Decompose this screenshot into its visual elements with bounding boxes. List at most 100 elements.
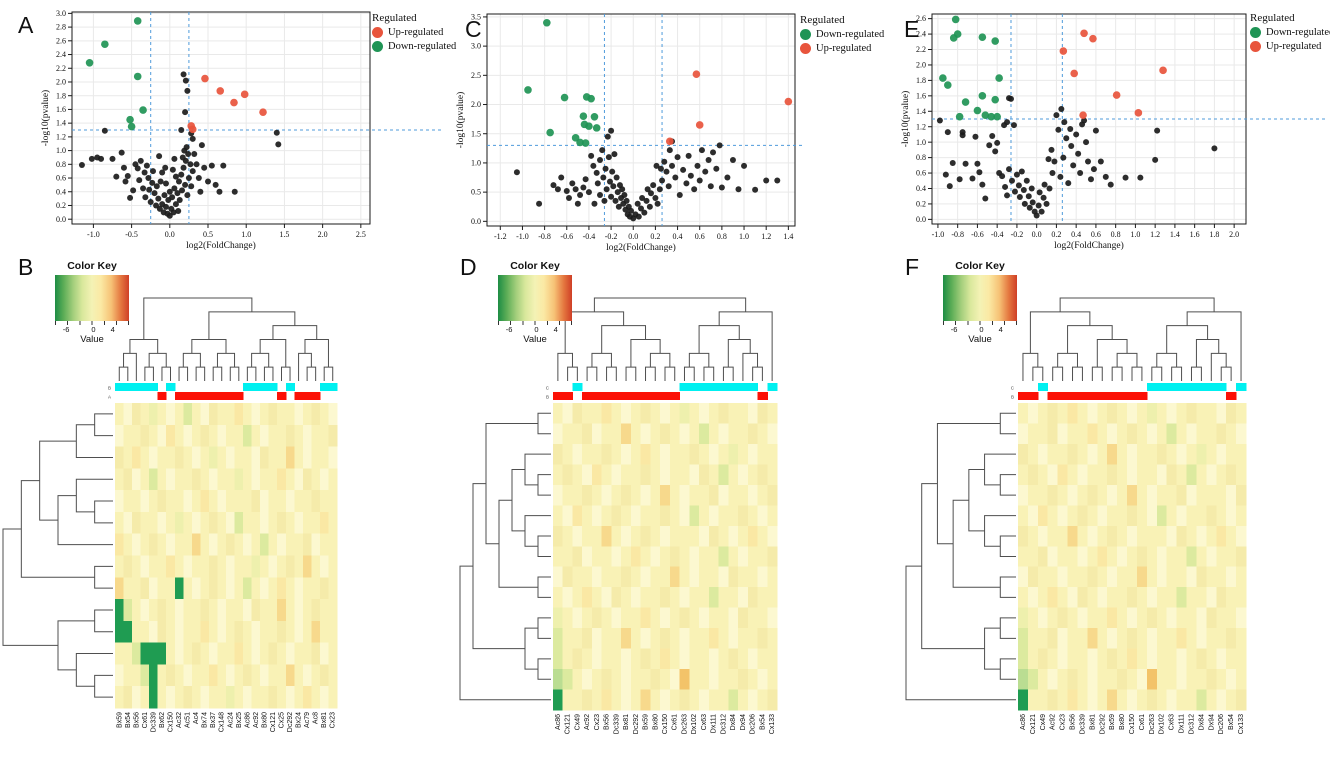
column-labels: Bx59 Bx54 Bx56 Cx61 Dc339 Bx62 Cx150 Ac32 Ac51 Ac… [116, 712, 336, 732]
annotation-bar [1018, 392, 1237, 400]
column-label: Ac92 [253, 712, 260, 728]
color-key-tick-label: -6 [62, 325, 70, 334]
panel-label-D: D [460, 254, 477, 280]
panel-D: C B Ac86 Cx121 Cx49 Ac92 Cx23 Bx56 Dc339 Bx81 Dc29… [443, 252, 886, 759]
row-dendrogram [2, 413, 113, 698]
y-tick-label: 1.0 [56, 146, 66, 155]
x-tick-label: 0.6 [695, 232, 705, 241]
panel-label-F: F [905, 254, 920, 280]
column-label: Cx150 [1129, 714, 1136, 734]
x-tick-label: -1.0 [87, 230, 100, 239]
y-tick-label: 2.0 [916, 61, 926, 70]
points-not-significant [78, 71, 282, 219]
column-label: Ac86 [244, 712, 251, 728]
y-tick-label: 0.0 [471, 217, 481, 226]
color-key-tick-label: 4 [110, 325, 115, 334]
y-tick-label: 0.5 [471, 188, 481, 197]
x-tick-label: -1.0 [516, 232, 529, 241]
color-key-ticks [943, 321, 1017, 325]
x-tick-label: -0.6 [560, 232, 573, 241]
x-tick-label: 0.4 [1071, 230, 1081, 239]
x-tick-label: 0.8 [1111, 230, 1121, 239]
x-tick-label: 1.0 [241, 230, 251, 239]
column-label: Ac8 [313, 712, 320, 724]
y-tick-label: 0.4 [916, 184, 926, 193]
column-label: Cx49 [1040, 714, 1047, 730]
column-label: Cx121 [1030, 714, 1037, 734]
legend-E: Regulated Down-regulated Up-regulated [1250, 12, 1330, 55]
heatmap-cells [1018, 403, 1247, 711]
column-label: Ac86 [1020, 714, 1027, 730]
down-regulated-dot-icon [1250, 27, 1261, 38]
color-key-tick-label: -6 [505, 325, 513, 334]
column-dendrogram [1022, 297, 1242, 381]
points-down-regulated [524, 18, 601, 147]
y-tick-label: 0.0 [56, 215, 66, 224]
column-label: Bx54 [1228, 714, 1235, 730]
column-label: Cx121 [270, 712, 277, 732]
y-tick-label: 0.6 [916, 169, 926, 178]
legend-item: Down-regulated [1250, 27, 1330, 38]
x-tick-label: 2.0 [318, 230, 328, 239]
x-tick-label: 1.2 [761, 232, 771, 241]
panel-A: -1.0 -0.5 0.0 0.5 1.0 1.5 2.0 2.5 0.0 0.2 0.4 0.6 0.… [0, 0, 456, 252]
x-tick-label: 1.5 [279, 230, 289, 239]
color-gradient [498, 275, 572, 321]
x-tick-label: 0.2 [650, 232, 660, 241]
column-label: Cx25 [279, 712, 286, 728]
down-regulated-dot-icon [372, 41, 383, 52]
column-label: Ac32 [176, 712, 183, 728]
x-tick-label: 1.2 [1150, 230, 1160, 239]
color-key-axis-label: Value [523, 334, 547, 345]
annotation-bar [572, 383, 778, 391]
y-tick-label: 2.6 [916, 14, 926, 23]
y-tick-label: 0.0 [916, 215, 926, 224]
column-label: Dc292 [633, 714, 640, 734]
column-label: Cx23 [330, 712, 337, 728]
column-label: Bx56 [604, 714, 611, 730]
volcano-plot-C: -1.2 -1.0 -0.8 -0.6 -0.4 -0.2 0.0 0.2 0.4 0.6 0.8 1… [455, 13, 803, 252]
legend-A: Regulated Up-regulated Down-regulated [372, 12, 456, 55]
heatmap-F: CB Ac86 Cx121 Cx49 Ac92 Cx23 Bx56 Dc339 Bx81 Dc29… [905, 297, 1247, 734]
column-label: Dx111 [1179, 714, 1186, 733]
annotation-bar [1037, 383, 1247, 391]
x-tick-label: 1.4 [1170, 230, 1180, 239]
column-label: Ac79 [304, 712, 311, 728]
y-axis-label: -log10(pvalue) [900, 91, 911, 147]
annotation-bar-label: A [108, 395, 111, 400]
y-tick-label: 1.6 [56, 105, 66, 114]
points-not-significant [936, 95, 1218, 219]
heatmap-B: BA Bx59 Bx54 Bx56 Cx61 Dc339 Bx62 Cx150 Ac32 Ac51… [2, 297, 338, 732]
column-label: Dc263 [1149, 714, 1156, 734]
heatmap-cells [553, 403, 778, 711]
color-key-tick-label: 4 [998, 325, 1003, 334]
x-tick-label: 0.0 [1032, 230, 1042, 239]
y-tick-label: 1.8 [56, 91, 66, 100]
y-tick-label: 1.4 [916, 107, 926, 116]
column-label: Dc206 [1218, 714, 1225, 734]
x-tick-label: 1.4 [783, 232, 793, 241]
column-label: Ac86 [555, 714, 562, 730]
color-key-tick-label: 4 [553, 325, 558, 334]
x-tick-label: 0.4 [673, 232, 683, 241]
x-tick-label: 1.8 [1209, 230, 1219, 239]
y-tick-label: 0.2 [916, 200, 926, 209]
column-label: Ac4 [193, 712, 200, 724]
legend-item-label: Down-regulated [816, 29, 885, 40]
color-gradient [55, 275, 129, 321]
column-dendrogram [118, 297, 334, 381]
legend-item: Down-regulated [800, 29, 884, 40]
x-tick-label: -0.4 [991, 230, 1004, 239]
column-label: Ac92 [1050, 714, 1057, 730]
plot-box [486, 13, 796, 227]
y-tick-label: 0.2 [56, 201, 66, 210]
axis-ticks: -1.0 -0.8 -0.6 -0.4 -0.2 0.0 0.2 0.4 0.6 0.8 1.0 1.… [916, 14, 1239, 239]
x-tick-label: 0.8 [717, 232, 727, 241]
color-key-tick-label: 0 [534, 325, 539, 334]
volcano-plot-A: -1.0 -0.5 0.0 0.5 1.0 1.5 2.0 2.5 0.0 0.2 0.4 0.6 0.… [40, 9, 441, 251]
column-label: Cx23 [594, 714, 601, 730]
column-label: Dx102 [1159, 714, 1166, 734]
y-tick-label: 3.0 [471, 42, 481, 51]
x-axis-label: log2(FoldChange) [186, 240, 256, 251]
y-tick-label: 2.4 [916, 30, 926, 39]
